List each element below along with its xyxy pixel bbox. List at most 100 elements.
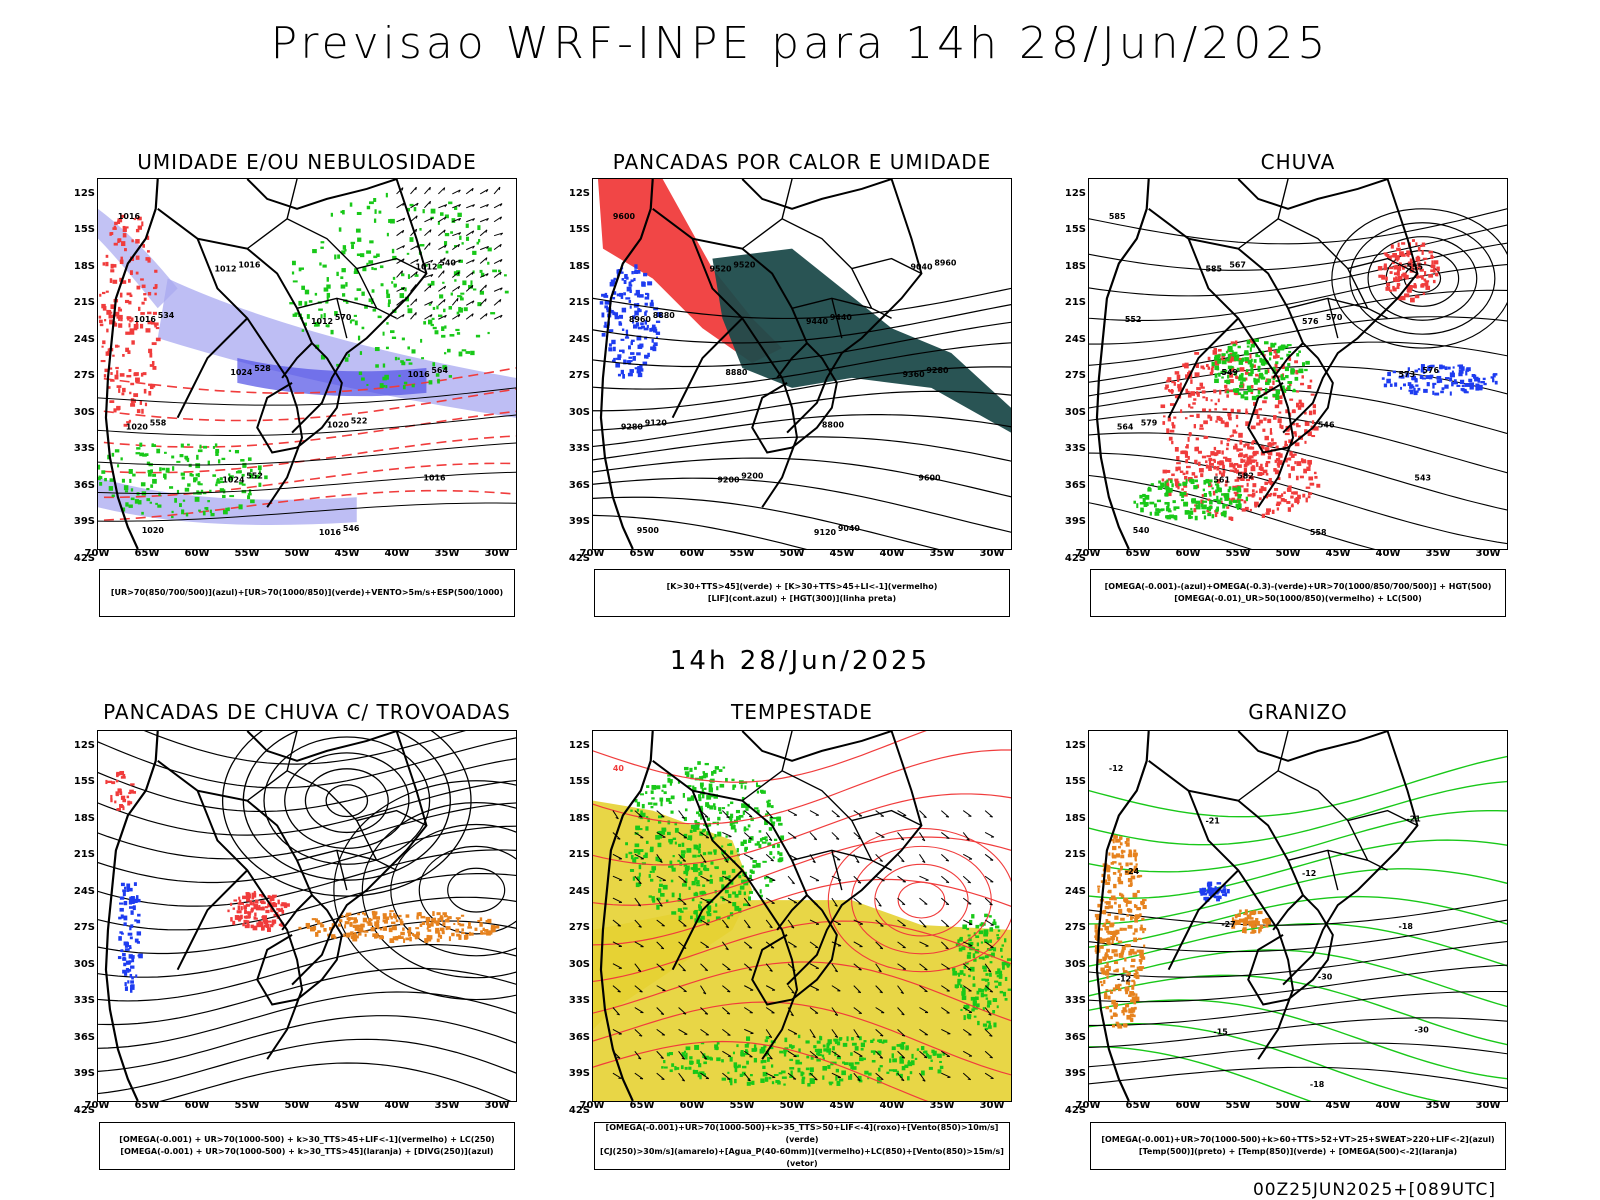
contour-line <box>1089 755 1507 818</box>
longitude-tick-label: 45W <box>829 548 855 559</box>
latitude-tick-label: 36S <box>73 479 95 491</box>
closed-contour <box>1403 263 1442 293</box>
coastline <box>1095 731 1150 1101</box>
latitude-tick-label: 21S <box>1064 297 1086 309</box>
longitude-tick-label: 40W <box>879 548 905 559</box>
legend-line: [OMEGA(-0.001)+UR>70(1000-500)+k>60+TTS>… <box>1101 1135 1495 1144</box>
contour-line <box>1089 964 1507 1003</box>
streamline <box>98 737 516 789</box>
longitude-tick-label: 70W <box>579 1100 605 1111</box>
contour-line <box>1089 990 1507 1026</box>
contour-label: 558 <box>150 419 167 428</box>
longitude-tick-label: 45W <box>334 548 360 559</box>
contour-label: 1016 <box>118 212 141 221</box>
contour-label: 552 <box>246 471 263 480</box>
contour-label: 564 <box>431 366 448 375</box>
longitude-tick-label: 65W <box>1125 548 1151 559</box>
contour-line <box>98 410 516 448</box>
latitude-tick-label: 42S <box>73 552 95 564</box>
longitude-tick-label: 35W <box>434 1100 460 1111</box>
contour-label: 8960 <box>629 315 652 324</box>
longitude-tick-label: 60W <box>1175 548 1201 559</box>
contour-line <box>1089 868 1507 925</box>
red-contour-area <box>98 214 161 427</box>
contour-line <box>593 920 1011 983</box>
coastline <box>104 731 159 1101</box>
latitude-tick-label: 18S <box>73 260 95 272</box>
latitude-tick-label: 30S <box>568 958 590 970</box>
streamline <box>98 758 516 813</box>
contour-label: 8800 <box>822 421 845 430</box>
longitude-tick-label: 40W <box>384 548 410 559</box>
legend-box: [OMEGA(-0.001)+UR>70(1000-500)+k>60+TTS>… <box>1090 1122 1506 1170</box>
longitude-labels: 70W 65W 60W 55W 50W 45W 40W 35W 30W <box>1076 548 1508 562</box>
contour-line <box>1089 895 1507 948</box>
legend-box: [OMEGA(-0.001)+UR>70(1000-500)+k>35_TTS>… <box>594 1122 1010 1170</box>
latitude-tick-label: 39S <box>1064 1068 1086 1080</box>
latitude-tick-label: 30S <box>1064 958 1086 970</box>
contour-label: -15 <box>1213 1027 1227 1036</box>
latitude-tick-label: 24S <box>1064 885 1086 897</box>
map-panel: 9600 9520 9440 9360 9280 9200 9120 9040 8960 8880… <box>592 178 1012 550</box>
latitude-tick-label: 39S <box>568 1068 590 1080</box>
contour-label: 534 <box>158 311 175 320</box>
latitude-tick-label: 27S <box>568 922 590 934</box>
contour-label: 1020 <box>126 423 149 432</box>
contour-label: 9200 <box>741 471 764 480</box>
longitude-tick-label: 40W <box>384 1100 410 1111</box>
closed-contour <box>221 731 472 897</box>
contour-line <box>593 436 1011 462</box>
closed-contour <box>325 784 369 818</box>
contour-label: 1020 <box>327 421 350 430</box>
closed-contour <box>1349 222 1496 335</box>
contour-line <box>1089 974 1507 1046</box>
latitude-tick-label: 39S <box>568 516 590 528</box>
contour-label: 9600 <box>918 473 941 482</box>
longitude-tick-label: 30W <box>979 1100 1005 1111</box>
longitude-tick-label: 35W <box>1425 1100 1451 1111</box>
longitude-tick-label: 50W <box>284 548 310 559</box>
contour-label: 9280 <box>926 366 949 375</box>
longitude-tick-label: 55W <box>729 548 755 559</box>
latitude-tick-label: 33S <box>1064 995 1086 1007</box>
contour-line <box>593 287 1011 320</box>
state-borders <box>246 179 427 339</box>
contour-line <box>1089 999 1507 1080</box>
humid-green-area <box>289 192 509 390</box>
latitude-tick-label: 27S <box>1064 370 1086 382</box>
brazil-borders <box>1237 731 1419 986</box>
contour-label: -18 <box>1310 1080 1325 1089</box>
latitude-tick-label: 27S <box>568 370 590 382</box>
wind-vectors <box>396 186 504 320</box>
latitude-tick-label: 15S <box>73 776 95 788</box>
longitude-tick-label: 70W <box>1075 1100 1101 1111</box>
longitude-tick-label: 50W <box>1275 548 1301 559</box>
contour-line <box>1089 809 1507 873</box>
contour-label: 570 <box>1326 313 1343 322</box>
legend-box: [OMEGA(-0.001)-(azul)+OMEGA(-0.3)-(verde… <box>1090 569 1506 617</box>
state-borders <box>1237 179 1418 339</box>
contour-line <box>1089 263 1507 321</box>
map-panel <box>97 730 517 1102</box>
latitude-tick-label: 42S <box>568 552 590 564</box>
longitude-tick-label: 50W <box>779 1100 805 1111</box>
legend-box: [UR>70(850/700/500)](azul)+[UR>70(1000/8… <box>99 569 515 617</box>
brazil-borders <box>741 179 923 434</box>
legend-box: [OMEGA(-0.001) + UR>70(1000-500) + k>30_… <box>99 1122 515 1170</box>
latitude-labels: 12S 15S 18S 21S 24S 27S 30S 33S 36S 39S 42S <box>65 730 95 1116</box>
contour-line <box>593 749 1011 825</box>
closed-contour <box>361 802 516 979</box>
contour-label: 1024 <box>230 368 253 377</box>
contour-line <box>1089 208 1507 245</box>
legend-line: [UR>70(850/700/500)](azul)+[UR>70(1000/8… <box>110 588 504 597</box>
longitude-tick-label: 70W <box>84 548 110 559</box>
latitude-tick-label: 15S <box>73 224 95 236</box>
streamline <box>98 1015 516 1072</box>
contour-line <box>1089 1042 1507 1068</box>
storm-orange-area <box>298 910 500 943</box>
map-panel: 40 <box>592 730 1012 1102</box>
closed-contour <box>1331 208 1507 349</box>
closed-contour <box>1367 236 1478 321</box>
longitude-tick-label: 60W <box>1175 1100 1201 1111</box>
latitude-tick-label: 12S <box>568 740 590 751</box>
